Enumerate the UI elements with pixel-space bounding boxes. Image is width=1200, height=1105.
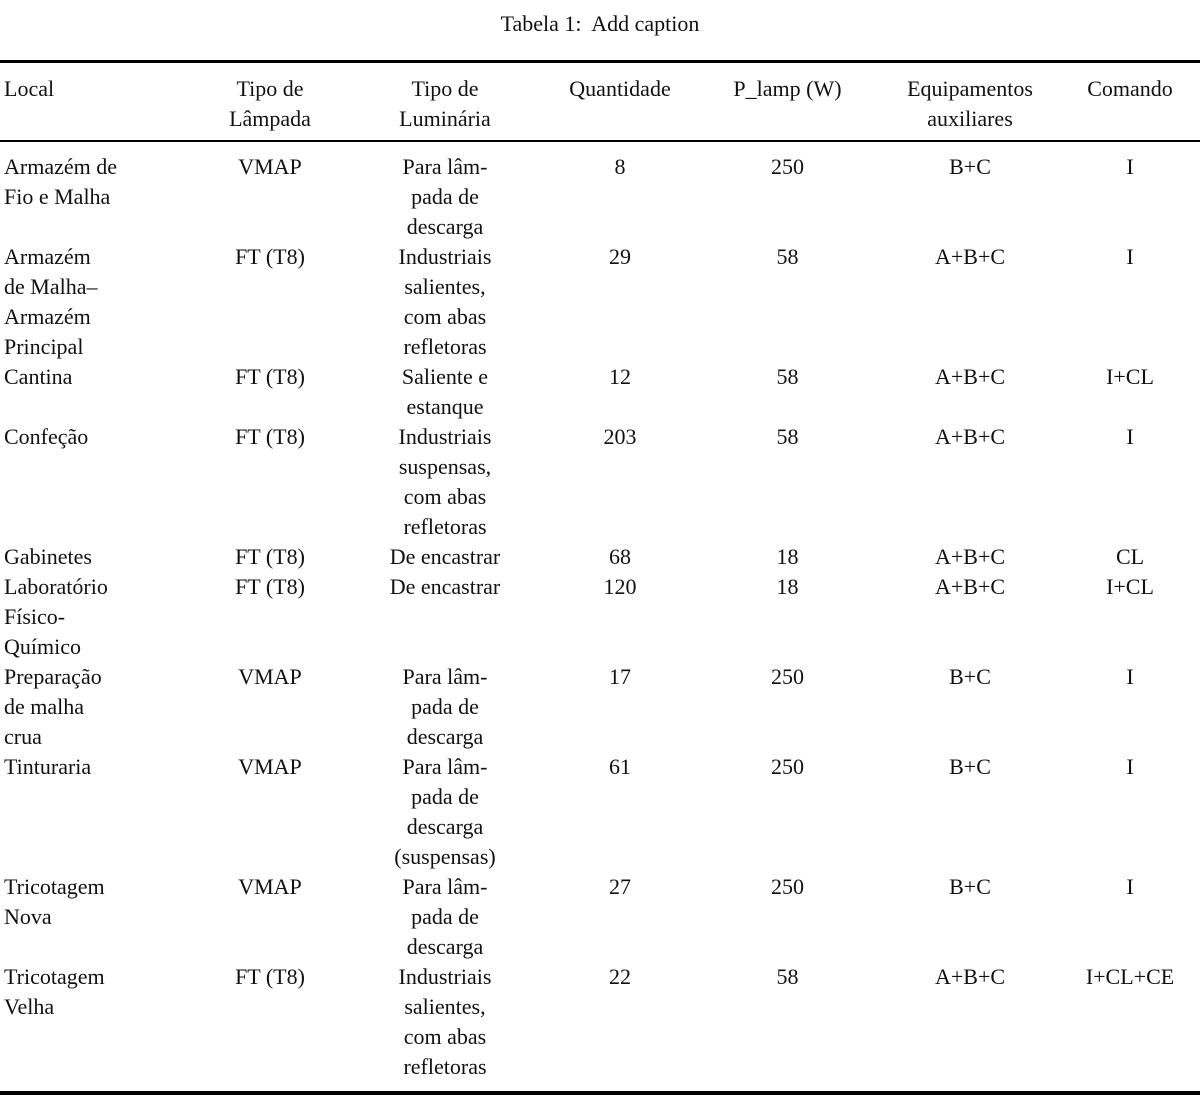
table-cell-quantidade: 22 xyxy=(609,964,631,989)
table-cell-quantidade: 27 xyxy=(609,874,631,899)
table-cell-comando: I+CL xyxy=(1106,364,1154,389)
table-cell-tipo-luminaria: Para lâm- pada de descarga (suspensas) xyxy=(394,754,496,869)
table-cell-tipo-lampada: FT (T8) xyxy=(235,424,305,449)
header-row: Local Tipo de Lâmpada Tipo de Luminária Qua… xyxy=(0,61,1200,142)
table-cell-equipamentos: B+C xyxy=(949,154,991,179)
table-row: Tricotagem Velha FT (T8) Industriais salie… xyxy=(0,962,1200,1093)
table-cell-comando: I xyxy=(1126,874,1134,899)
table-cell-quantidade: 29 xyxy=(609,244,631,269)
table-cell-tipo-luminaria: De encastrar xyxy=(389,574,501,599)
data-table: Local Tipo de Lâmpada Tipo de Luminária Qua… xyxy=(0,60,1200,1095)
table-cell-tipo-luminaria: Para lâm- pada de descarga xyxy=(402,874,488,959)
table-cell-quantidade: 17 xyxy=(609,664,631,689)
table-cell-p-lamp: 250 xyxy=(771,874,804,899)
table-cell-comando: I xyxy=(1126,664,1134,689)
table-row: Tinturaria VMAP Para lâm- pada de descarga… xyxy=(0,752,1200,872)
table-cell-local: Tricotagem Velha xyxy=(4,964,105,1019)
table-cell-tipo-luminaria: Industriais salientes, com abas refletor… xyxy=(398,244,492,359)
column-header-equipamentos: Equipamentos auxiliares xyxy=(880,61,1060,142)
table-cell-equipamentos: B+C xyxy=(949,664,991,689)
table-cell-tipo-lampada: VMAP xyxy=(238,664,302,689)
table-cell-tipo-luminaria: Industriais suspensas, com abas refletor… xyxy=(398,424,492,539)
table-cell-p-lamp: 58 xyxy=(776,244,799,269)
table-cell-comando: I xyxy=(1126,424,1134,449)
table-cell-local: Tricotagem Nova xyxy=(4,874,105,929)
table-cell-p-lamp: 58 xyxy=(776,964,799,989)
table-cell-local: Laboratório Físico- Químico xyxy=(4,574,108,659)
table-row: Cantina FT (T8) Saliente e estanque 12 58 A+B… xyxy=(0,362,1200,422)
table-caption: Tabela 1: Add caption xyxy=(500,11,700,36)
table-cell-tipo-luminaria: Para lâm- pada de descarga xyxy=(402,664,488,749)
table-cell-local: Armazém de Fio e Malha xyxy=(4,154,117,209)
table-header: Local Tipo de Lâmpada Tipo de Luminária Qua… xyxy=(0,61,1200,142)
table-cell-p-lamp: 18 xyxy=(776,544,799,569)
table-cell-tipo-luminaria: De encastrar xyxy=(389,544,501,569)
table-row: Laboratório Físico- Químico FT (T8) De enc… xyxy=(0,572,1200,662)
table-cell-tipo-lampada: VMAP xyxy=(238,874,302,899)
table-cell-tipo-lampada: FT (T8) xyxy=(235,574,305,599)
table-cell-local: Tinturaria xyxy=(4,754,92,779)
table-cell-tipo-lampada: FT (T8) xyxy=(235,964,305,989)
table-cell-local: Gabinetes xyxy=(4,544,92,569)
table-cell-equipamentos: A+B+C xyxy=(934,364,1006,389)
table-cell-p-lamp: 58 xyxy=(776,364,799,389)
table-cell-comando: I+CL+CE xyxy=(1085,964,1175,989)
table-cell-equipamentos: B+C xyxy=(949,754,991,779)
table-cell-equipamentos: A+B+C xyxy=(934,244,1006,269)
table-cell-local: Armazém de Malha– Armazém Principal xyxy=(4,244,98,359)
table-cell-tipo-luminaria: Saliente e estanque xyxy=(401,364,489,419)
table-cell-p-lamp: 250 xyxy=(771,664,804,689)
table-cell-quantidade: 8 xyxy=(614,154,626,179)
column-header-local: Local xyxy=(0,61,195,142)
table-cell-equipamentos: A+B+C xyxy=(934,424,1006,449)
table-cell-quantidade: 120 xyxy=(603,574,637,599)
table-cell-comando: I xyxy=(1126,244,1134,269)
table-cell-tipo-lampada: FT (T8) xyxy=(235,364,305,389)
table-row: Tricotagem Nova VMAP Para lâm- pada de des… xyxy=(0,872,1200,962)
table-cell-p-lamp: 250 xyxy=(771,154,804,179)
table-row: Armazém de Malha– Armazém Principal FT (T… xyxy=(0,242,1200,362)
table-row: Preparação de malha crua VMAP Para lâm- pa… xyxy=(0,662,1200,752)
table-cell-comando: I xyxy=(1126,154,1134,179)
table-cell-tipo-lampada: VMAP xyxy=(238,154,302,179)
column-header-tipo-luminaria: Tipo de Luminária xyxy=(345,61,545,142)
table-cell-tipo-lampada: VMAP xyxy=(238,754,302,779)
column-header-tipo-lampada: Tipo de Lâmpada xyxy=(195,61,345,142)
table-row: Confeção FT (T8) Industriais suspensas, co… xyxy=(0,422,1200,542)
table-cell-quantidade: 68 xyxy=(609,544,631,569)
table-cell-tipo-luminaria: Para lâm- pada de descarga xyxy=(402,154,488,239)
table-cell-local: Preparação de malha crua xyxy=(4,664,102,749)
table-cell-equipamentos: A+B+C xyxy=(934,544,1006,569)
table-cell-p-lamp: 58 xyxy=(776,424,799,449)
table-cell-tipo-lampada: FT (T8) xyxy=(235,244,305,269)
table-body: Armazém de Fio e Malha VMAP Para lâm- pada… xyxy=(0,141,1200,1093)
table-cell-equipamentos: A+B+C xyxy=(934,574,1006,599)
table-cell-tipo-luminaria: Industriais salientes, com abas refletor… xyxy=(398,964,492,1079)
table-cell-comando: I xyxy=(1126,754,1134,779)
table-cell-quantidade: 12 xyxy=(609,364,631,389)
column-header-p-lamp: P_lamp (W) xyxy=(695,61,880,142)
table-cell-p-lamp: 18 xyxy=(776,574,799,599)
table-cell-comando: CL xyxy=(1115,544,1145,569)
table-cell-equipamentos: A+B+C xyxy=(934,964,1006,989)
table-cell-local: Cantina xyxy=(4,364,73,389)
column-header-comando: Comando xyxy=(1060,61,1200,142)
table-cell-p-lamp: 250 xyxy=(771,754,804,779)
table-cell-equipamentos: B+C xyxy=(949,874,991,899)
table-cell-local: Confeção xyxy=(4,424,89,449)
column-header-quantidade: Quantidade xyxy=(545,61,695,142)
table-cell-quantidade: 203 xyxy=(603,424,637,449)
table-row: Armazém de Fio e Malha VMAP Para lâm- pada… xyxy=(0,141,1200,242)
table-cell-comando: I+CL xyxy=(1106,574,1154,599)
table-cell-quantidade: 61 xyxy=(609,754,631,779)
table-row: Gabinetes FT (T8) De encastrar 68 18 A+B+C CL xyxy=(0,542,1200,572)
table-cell-tipo-lampada: FT (T8) xyxy=(235,544,305,569)
